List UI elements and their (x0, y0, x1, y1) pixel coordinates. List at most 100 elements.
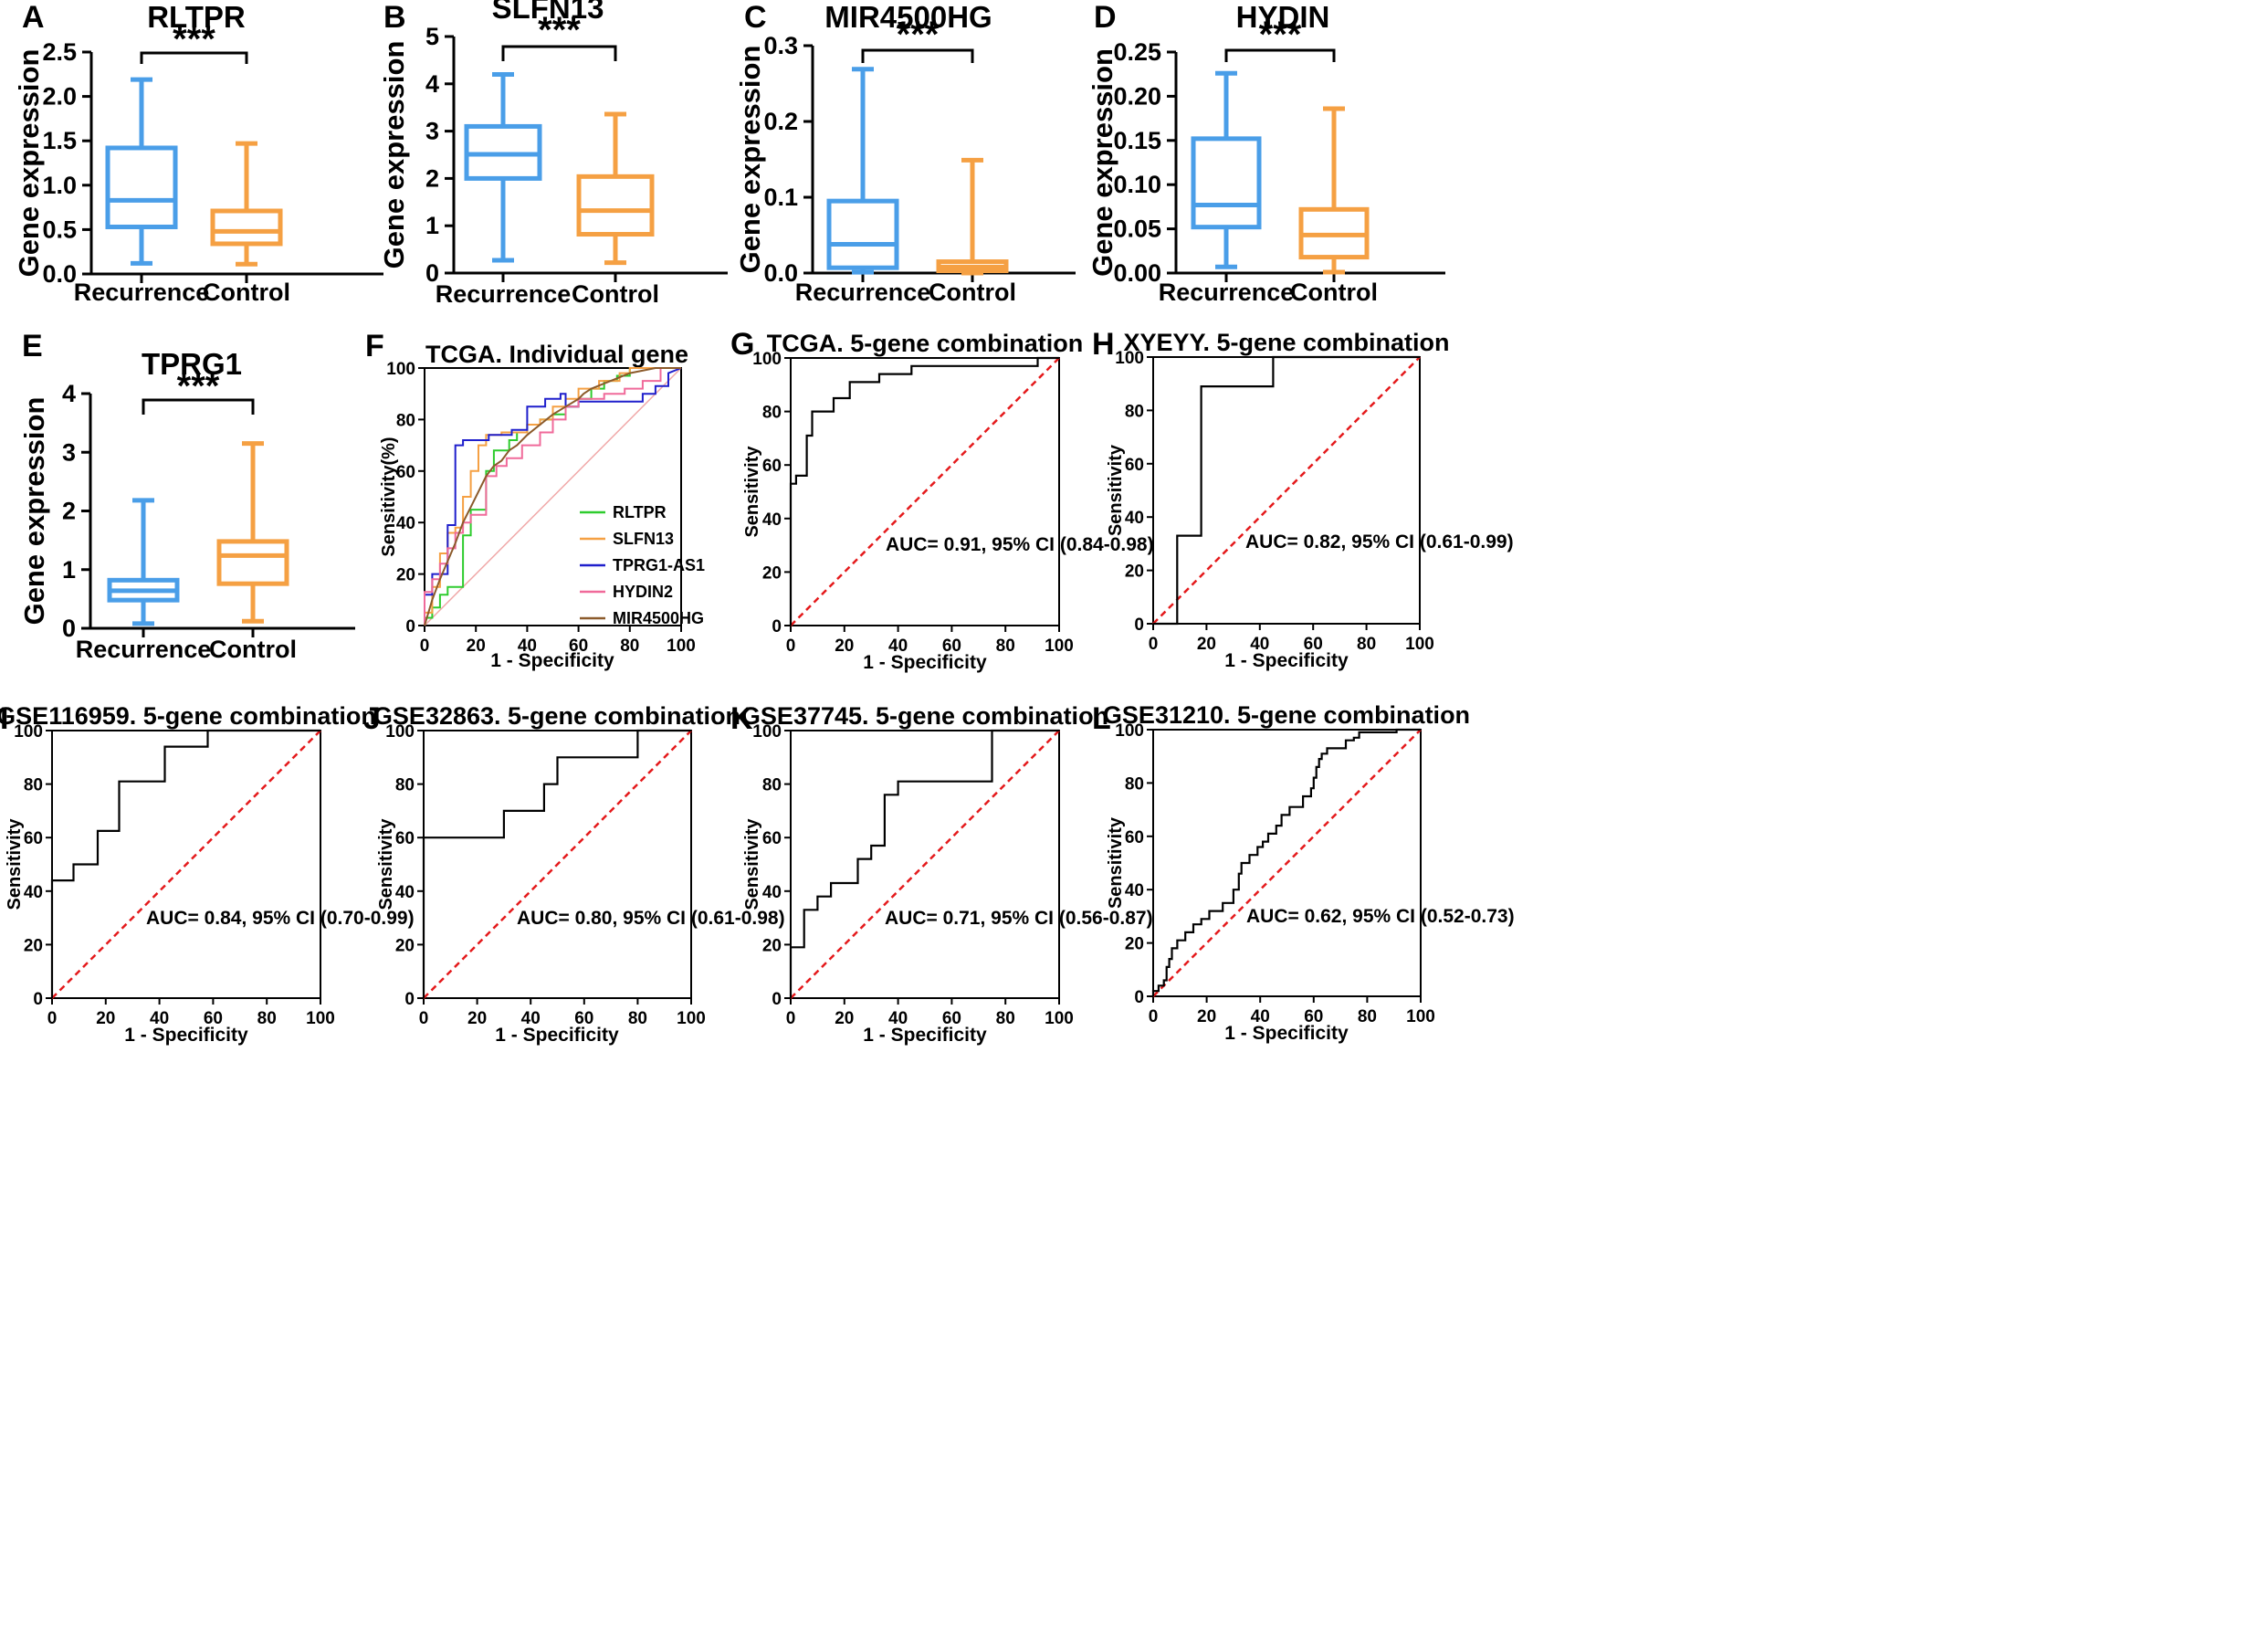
box-panel-E: E TPRG1 0 1 2 3 4 Gene expression RecurrenceCont… (18, 329, 355, 663)
category-label: Recurrence (1159, 279, 1295, 306)
y-tick-label: 3 (425, 118, 439, 145)
roc-curve-5-gene-combination (50, 729, 320, 998)
y-tick-label: 20 (1125, 563, 1144, 582)
y-tick-label: 0 (772, 990, 782, 1009)
significance-stars: *** (173, 19, 215, 59)
y-axis-label: Gene expression (1087, 48, 1118, 277)
y-tick-label: 60 (762, 457, 782, 476)
x-tick-label: 100 (677, 1009, 706, 1028)
y-tick-label: 100 (752, 350, 782, 369)
roc-curve-hydin2 (424, 367, 681, 626)
auc-annotation: AUC= 0.91, 95% CI (0.84-0.98) (886, 534, 1154, 555)
x-tick-label: 80 (628, 1009, 647, 1028)
roc-curve-5-gene-combination (789, 356, 1059, 626)
x-tick-label: 0 (420, 637, 430, 656)
x-tick-label: 20 (467, 1009, 487, 1028)
plot-frame (424, 367, 682, 626)
x-tick-label: 60 (574, 1009, 593, 1028)
y-tick-label: 20 (1125, 935, 1144, 954)
y-tick-label: 0 (1134, 988, 1144, 1007)
x-tick-label: 20 (96, 1009, 115, 1028)
y-tick-label: 100 (385, 722, 415, 742)
x-tick-label: 40 (1251, 1007, 1270, 1026)
significance-stars: *** (897, 15, 940, 55)
y-tick-label: 20 (762, 563, 782, 583)
x-tick-label: 20 (1197, 1007, 1216, 1026)
y-tick-label: 1 (425, 212, 439, 239)
legend-label: SLFN13 (613, 530, 674, 548)
legend-label: TPRG1-AS1 (613, 556, 705, 574)
x-tick-label: 0 (1149, 1007, 1159, 1026)
x-tick-label: 80 (1357, 635, 1376, 654)
y-tick-label: 40 (762, 883, 782, 902)
x-axis-label: 1 - Specificity (863, 652, 987, 673)
significance-bracket (142, 398, 255, 415)
chart-title: SLFN13 (492, 0, 604, 25)
y-tick-label: 100 (386, 360, 415, 379)
y-tick-label: 2 (425, 164, 439, 192)
y-tick-label: 40 (762, 510, 782, 530)
y-tick-label: 80 (24, 776, 43, 795)
y-axis-label: Gene expression (18, 397, 50, 626)
y-tick-label: 0.0 (42, 260, 77, 288)
x-tick-label: 40 (888, 637, 908, 656)
panel-letter: L (1092, 701, 1111, 736)
x-tick-label: 80 (996, 1009, 1015, 1028)
x-tick-label: 80 (996, 637, 1015, 656)
y-tick-label: 1.0 (42, 172, 77, 199)
y-tick-label: 3 (62, 438, 76, 466)
plot-frame (790, 730, 1060, 999)
x-tick-label: 100 (1045, 637, 1074, 656)
significance-stars: *** (538, 10, 581, 50)
y-axis-label: Sensitivity (1106, 816, 1126, 909)
box-panel-B: B SLFN13 0 1 2 3 4 5 Gene expression Recurrence Co… (378, 0, 728, 308)
chart-title: HYDIN (1236, 0, 1330, 34)
panel-letter: C (744, 0, 767, 35)
panel-letter: B (383, 0, 406, 35)
box-recurrence (1191, 136, 1262, 230)
y-axis-label: Sensitivity (5, 818, 25, 910)
x-tick-label: 100 (306, 1009, 335, 1028)
x-axis-label: 1 - Specificity (490, 650, 614, 671)
y-tick-label: 0.3 (763, 32, 798, 59)
y-tick-label: 80 (762, 404, 782, 423)
x-tick-label: 40 (518, 637, 537, 656)
reference-diagonal (1152, 729, 1422, 997)
y-tick-label: 0 (62, 615, 76, 642)
auc-annotation: AUC= 0.82, 95% CI (0.61-0.99) (1245, 531, 1514, 552)
roc-curve-5-gene-combination (1151, 728, 1421, 996)
y-tick-label: 4 (62, 380, 76, 407)
panel-letter: I (0, 701, 8, 736)
y-tick-label: 80 (1125, 774, 1144, 794)
y-tick-label: 20 (24, 936, 43, 955)
x-axis-label: 1 - Specificity (863, 1025, 987, 1046)
x-tick-label: 0 (1149, 635, 1159, 654)
y-tick-label: 40 (24, 883, 43, 902)
significance-bracket (1224, 48, 1336, 62)
y-tick-label: 100 (1115, 721, 1144, 741)
y-tick-label: 0 (772, 617, 782, 637)
x-tick-label: 60 (942, 1009, 961, 1028)
y-tick-label: 100 (1115, 349, 1144, 368)
x-tick-label: 0 (786, 637, 796, 656)
x-tick-label: 0 (786, 1009, 796, 1028)
category-label: Recurrence (76, 636, 212, 663)
y-tick-label: 0 (425, 259, 439, 287)
y-tick-label: 100 (752, 722, 782, 742)
roc-curve-tprg1-as1 (424, 367, 682, 626)
y-tick-label: 80 (1125, 402, 1144, 421)
legend-label: MIR4500HG (613, 609, 704, 627)
x-tick-label: 100 (1045, 1009, 1074, 1028)
x-tick-label: 60 (204, 1009, 223, 1028)
x-tick-label: 20 (467, 637, 486, 656)
y-tick-label: 5 (425, 23, 439, 50)
x-tick-label: 40 (1250, 635, 1269, 654)
x-axis-label: 1 - Specificity (495, 1025, 619, 1046)
y-axis-label: Gene expression (734, 46, 766, 274)
y-tick-label: 1.5 (42, 127, 77, 154)
y-tick-label: 0.20 (1113, 82, 1161, 110)
y-tick-label: 0.0 (763, 259, 798, 287)
y-tick-label: 0 (404, 990, 415, 1009)
